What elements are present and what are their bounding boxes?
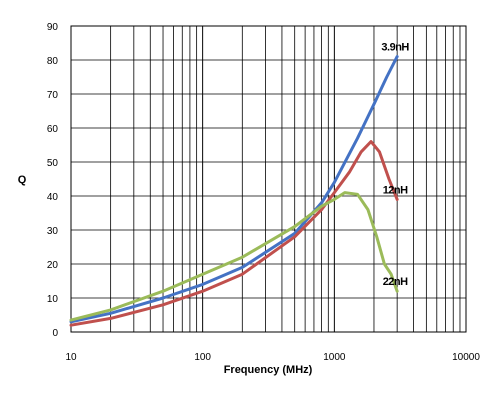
y-tick-label: 40 [47,192,59,203]
series-label: 22nH [383,276,408,288]
series-lines [69,55,399,327]
x-axis-title: Frequency (MHz) [224,364,313,376]
y-tick-label: 0 [52,328,58,339]
grid [70,25,467,333]
y-tick-label: 50 [47,158,59,169]
y-tick-label: 80 [47,56,59,67]
series-line [69,191,399,322]
plot-area [70,25,467,333]
x-tick-label: 10000 [452,352,480,363]
y-axis-title: Q [18,174,27,186]
x-tick-label: 1000 [323,352,346,363]
series-label: 12nH [383,184,408,196]
y-tick-label: 60 [47,124,59,135]
y-tick-label: 10 [47,294,59,305]
series-label: 3.9nH [381,42,409,54]
y-tick-label: 70 [47,90,59,101]
series-labels: 3.9nH 12nH 22nH [381,42,410,289]
tick-labels: 10 100 1000 10000 0 10 20 30 40 50 60 70 80 90 [47,22,480,363]
x-tick-label: 10 [65,352,77,363]
series-line [69,140,399,327]
x-tick-label: 100 [194,352,211,363]
y-tick-label: 90 [47,22,59,33]
y-tick-label: 30 [47,226,59,237]
y-tick-label: 20 [47,260,59,271]
